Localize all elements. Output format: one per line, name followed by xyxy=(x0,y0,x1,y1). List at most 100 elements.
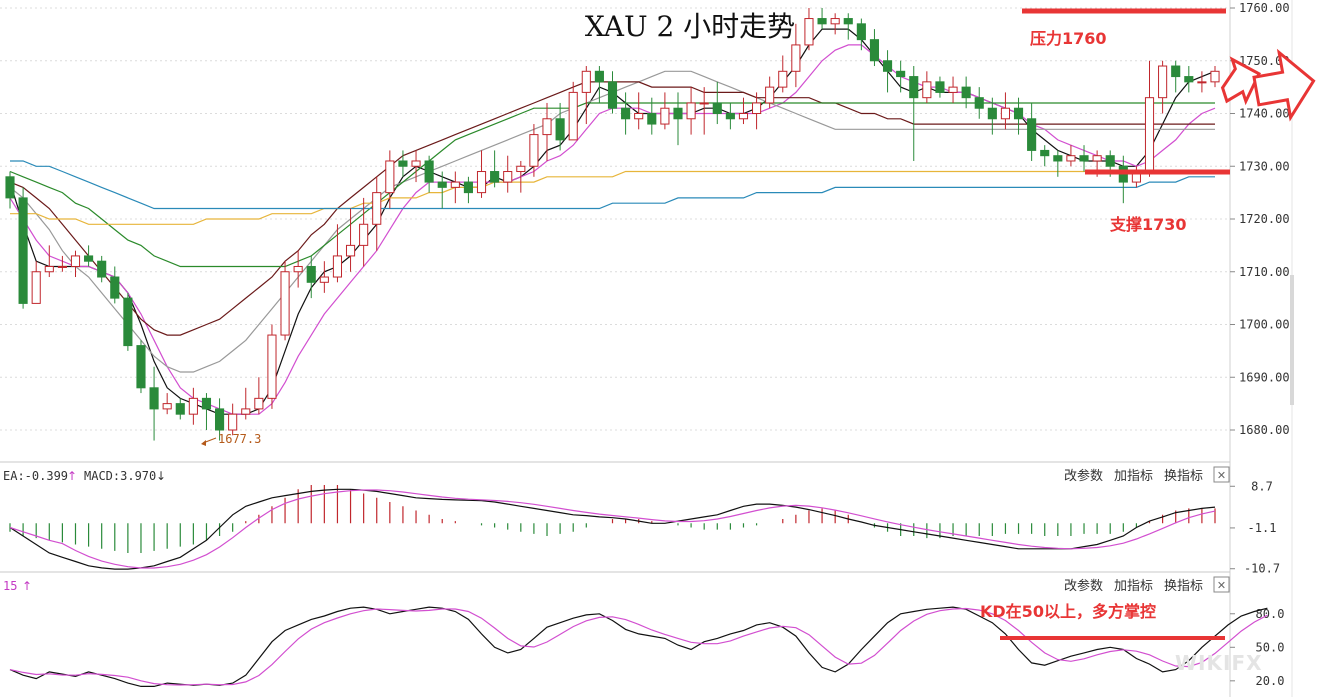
moving-average-line-7 xyxy=(10,160,1215,210)
low-point-marker: 1677.3 xyxy=(201,432,261,446)
candlestick xyxy=(280,261,290,341)
candlestick xyxy=(332,224,343,283)
watermark: WIKIFX xyxy=(1175,651,1263,675)
macd-indicator xyxy=(9,485,1216,570)
candlestick xyxy=(188,387,198,425)
candle-body xyxy=(97,260,107,278)
candlestick xyxy=(869,29,880,67)
candle-body xyxy=(175,403,185,415)
candlestick xyxy=(44,245,54,278)
kd-add-indicator-button[interactable]: 加指标 xyxy=(1114,579,1153,594)
candle-body xyxy=(1092,155,1102,162)
candle-body xyxy=(424,160,434,183)
candle-body xyxy=(1105,155,1115,167)
candlestick xyxy=(856,18,866,51)
candlestick xyxy=(1210,66,1220,88)
macd-close-icon: ✕ xyxy=(1217,469,1226,482)
kd-note: KD在50以上，多方掌控 xyxy=(980,602,1156,621)
candle-body xyxy=(31,271,41,304)
candle-body xyxy=(149,387,159,410)
candle-body xyxy=(1144,97,1155,173)
candle-body xyxy=(241,408,251,415)
candle-body xyxy=(935,81,945,93)
candlestick xyxy=(961,76,971,109)
candle-body xyxy=(306,265,316,283)
candlestick xyxy=(1013,97,1024,135)
scrollbar-thumb[interactable] xyxy=(1290,275,1294,405)
candle-body xyxy=(869,39,880,62)
candlestick xyxy=(778,55,788,93)
candle-body xyxy=(699,102,709,105)
candle-body xyxy=(594,70,604,83)
candle-body xyxy=(647,113,657,125)
candlestick xyxy=(882,50,893,93)
candlestick xyxy=(1118,155,1128,204)
macd-close-button[interactable] xyxy=(1213,466,1230,483)
kd-close-icon: ✕ xyxy=(1217,579,1226,592)
candlestick xyxy=(201,393,212,430)
candlestick xyxy=(725,102,735,130)
candle-body xyxy=(1027,118,1037,151)
price-tick-label: 1700.00 xyxy=(1239,318,1290,332)
candle-body xyxy=(44,265,54,273)
macd-add-indicator-button[interactable]: 加指标 xyxy=(1114,469,1153,484)
candlestick xyxy=(1000,92,1010,130)
kd-indicator xyxy=(9,606,1268,688)
candlestick xyxy=(712,81,722,125)
macd-header-ema: EA:-0.399 xyxy=(3,469,68,483)
kd-header-value: 15 xyxy=(3,579,17,593)
candlestick xyxy=(804,8,814,51)
candlestick xyxy=(490,150,500,188)
candlestick xyxy=(437,171,447,209)
candle-body xyxy=(228,413,238,431)
candlestick xyxy=(215,398,225,441)
candlestick xyxy=(1197,71,1207,93)
candlestick xyxy=(1131,166,1141,188)
candlestick xyxy=(607,71,618,114)
candlestick xyxy=(673,92,683,146)
candlestick xyxy=(503,155,513,193)
candlestick xyxy=(752,92,762,130)
candlestick xyxy=(5,171,15,209)
candle-body xyxy=(1040,149,1050,157)
candlestick xyxy=(621,92,631,135)
candle-body xyxy=(961,86,971,99)
kd-edit-params-button[interactable]: 改参数 xyxy=(1064,578,1103,594)
kd-close-button[interactable] xyxy=(1213,576,1230,593)
candlestick xyxy=(896,60,906,93)
macd-switch-indicator-button[interactable]: 换指标 xyxy=(1164,469,1203,484)
candlestick xyxy=(97,255,107,283)
candle-body xyxy=(725,113,735,120)
macd-edit-params-button[interactable]: 改参数 xyxy=(1064,468,1103,484)
macd-tick-label: -1.1 xyxy=(1248,521,1277,535)
candle-body xyxy=(201,397,212,410)
price-tick-label: 1720.00 xyxy=(1239,212,1290,226)
macd-tick-label: -10.7 xyxy=(1244,562,1280,576)
candlestick xyxy=(555,102,565,151)
kd-switch-indicator-button[interactable]: 换指标 xyxy=(1164,579,1203,594)
candle-body xyxy=(476,171,487,194)
chart-title: XAU 2 小时走势 xyxy=(585,10,795,43)
candle-body xyxy=(123,297,133,347)
candle-body xyxy=(974,97,984,109)
candle-body xyxy=(922,81,932,99)
candlestick xyxy=(175,398,185,420)
price-tick-label: 1710.00 xyxy=(1239,265,1290,279)
candlestick xyxy=(345,208,356,272)
candle-body xyxy=(136,345,146,389)
candlestick xyxy=(974,87,984,119)
candle-body xyxy=(280,271,290,336)
candlestick xyxy=(686,87,696,135)
candlestick xyxy=(660,92,670,130)
macd-dif-line xyxy=(9,488,1216,570)
candlestick xyxy=(791,23,801,88)
price-tick-label: 1760.00 xyxy=(1239,1,1290,15)
candlestick xyxy=(18,187,28,309)
candlestick xyxy=(136,340,146,394)
macd-header: EA:-0.399 ↑ MACD:3.970 ↓ xyxy=(3,469,166,483)
candlestick xyxy=(581,66,591,125)
candle-body xyxy=(215,408,225,431)
candlestick xyxy=(1027,102,1037,161)
candlestick xyxy=(57,255,67,272)
candlestick xyxy=(647,97,657,135)
